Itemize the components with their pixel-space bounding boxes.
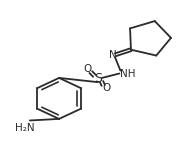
Text: NH: NH xyxy=(120,69,136,79)
Text: H₂N: H₂N xyxy=(15,123,35,133)
Text: S: S xyxy=(94,72,102,85)
Text: N: N xyxy=(109,50,117,60)
Text: O: O xyxy=(83,64,91,74)
Text: O: O xyxy=(103,83,111,93)
